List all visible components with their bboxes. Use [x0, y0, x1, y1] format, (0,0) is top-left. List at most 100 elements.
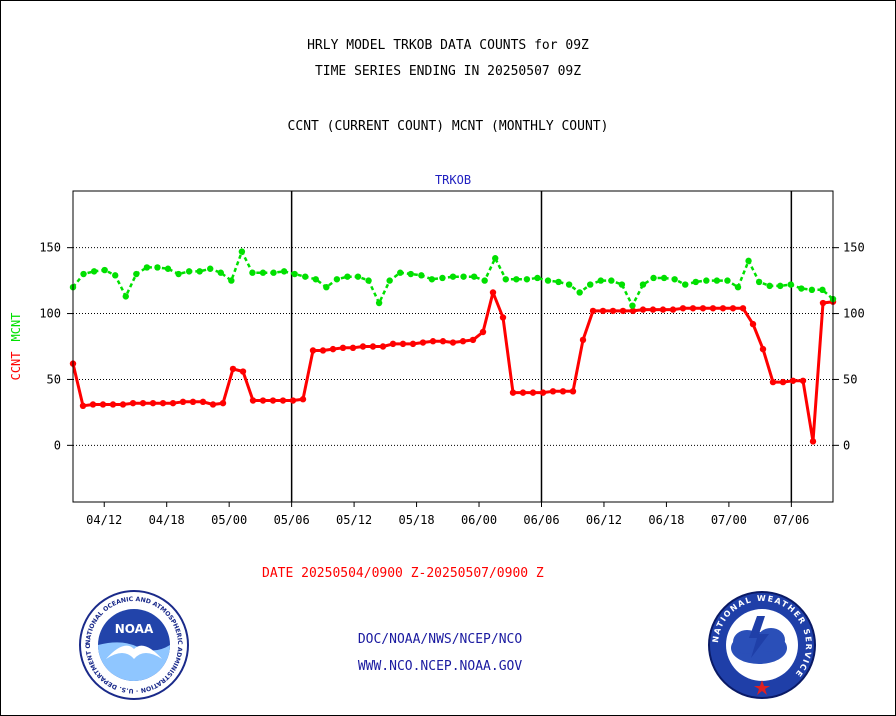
data-point-ccnt	[259, 397, 267, 404]
chart-title-line2: TIME SERIES ENDING IN 20250507 09Z	[314, 64, 582, 79]
data-point-mcnt	[703, 277, 710, 284]
data-point-mcnt	[544, 277, 552, 284]
data-point-mcnt	[502, 276, 509, 283]
data-point-mcnt	[660, 274, 668, 282]
data-point-mcnt	[428, 276, 436, 283]
data-point-mcnt	[682, 281, 689, 288]
data-point-ccnt	[559, 388, 567, 395]
data-point-mcnt	[639, 281, 647, 288]
data-point-ccnt	[379, 343, 387, 350]
data-point-ccnt	[349, 344, 357, 352]
data-point-mcnt	[755, 278, 763, 286]
data-point-ccnt	[609, 307, 617, 315]
data-point-ccnt	[669, 306, 677, 313]
data-point-ccnt	[409, 340, 417, 348]
chart-subtitle: CCNT (CURRENT COUNT) MCNT (MONTHLY COUNT…	[287, 119, 609, 134]
data-point-mcnt	[101, 266, 108, 274]
data-point-ccnt	[579, 336, 587, 344]
data-point-mcnt	[333, 276, 341, 283]
data-point-ccnt	[199, 398, 207, 406]
data-point-ccnt	[249, 397, 257, 404]
data-point-ccnt	[709, 305, 717, 312]
data-point-ccnt	[469, 336, 477, 344]
data-point-ccnt	[439, 338, 447, 345]
data-point-ccnt	[769, 378, 777, 386]
data-point-ccnt	[509, 389, 517, 396]
data-point-ccnt	[119, 401, 127, 408]
data-point-mcnt	[207, 265, 214, 272]
data-point-mcnt	[819, 286, 826, 294]
data-point-ccnt	[799, 377, 807, 384]
data-point-ccnt	[179, 398, 187, 406]
data-point-mcnt	[766, 282, 773, 290]
data-point-mcnt	[724, 277, 731, 284]
data-point-mcnt	[407, 270, 414, 278]
data-point-mcnt	[523, 276, 531, 283]
data-point-ccnt	[149, 399, 157, 407]
data-point-mcnt	[745, 257, 752, 265]
y-axis-label-mcnt: MCNT	[9, 313, 23, 342]
data-point-ccnt	[109, 401, 117, 408]
data-point-mcnt	[249, 269, 256, 276]
data-point-mcnt	[302, 273, 309, 280]
y-tick-label-left: 150	[39, 241, 61, 255]
y-axis-label: CCNT MCNT	[9, 313, 23, 381]
data-point-mcnt	[312, 276, 319, 283]
data-point-mcnt	[513, 276, 520, 283]
data-point-mcnt	[122, 293, 129, 300]
data-point-mcnt	[175, 270, 182, 278]
data-point-ccnt	[679, 305, 687, 312]
date-range-label: DATE 20250504/0900 Z-20250507/0900 Z	[262, 566, 544, 581]
data-point-ccnt	[389, 340, 397, 348]
data-point-ccnt	[359, 343, 367, 350]
data-point-mcnt	[185, 268, 193, 275]
data-point-mcnt	[597, 277, 604, 284]
chart-title-line1: HRLY MODEL TRKOB DATA COUNTS for 09Z	[307, 38, 589, 53]
data-point-mcnt	[555, 278, 562, 286]
data-point-ccnt	[139, 399, 147, 407]
noaa-logo: NATIONAL OCEANIC AND ATMOSPHERIC ADMINIS…	[78, 589, 189, 700]
data-point-ccnt	[99, 401, 107, 408]
data-point-ccnt	[779, 378, 787, 386]
data-point-ccnt	[689, 305, 697, 312]
data-point-ccnt	[289, 397, 297, 404]
data-point-ccnt	[189, 398, 197, 406]
y-axis-label-ccnt: CCNT	[9, 352, 23, 381]
x-tick-label: 05/18	[398, 513, 434, 527]
data-point-ccnt	[89, 401, 97, 408]
data-point-mcnt	[565, 281, 573, 288]
data-point-ccnt	[489, 289, 497, 296]
nws-logo: NATIONAL WEATHER SERVICE	[708, 591, 816, 699]
noaa-logo-text: NOAA	[115, 622, 154, 636]
data-point-ccnt	[159, 399, 167, 407]
data-point-mcnt	[787, 281, 794, 288]
data-point-ccnt	[699, 305, 707, 312]
data-point-mcnt	[143, 264, 151, 271]
data-point-mcnt	[734, 283, 742, 291]
y-tick-label-left: 0	[54, 438, 61, 452]
data-point-mcnt	[280, 268, 288, 275]
data-point-mcnt	[228, 277, 235, 284]
data-point-mcnt	[112, 272, 119, 279]
data-point-ccnt	[789, 377, 797, 384]
data-point-mcnt	[439, 274, 446, 282]
data-point-mcnt	[80, 270, 87, 278]
data-point-ccnt	[79, 402, 87, 410]
data-point-ccnt	[309, 347, 317, 354]
data-point-mcnt	[259, 269, 267, 276]
data-point-ccnt	[739, 305, 747, 312]
data-point-ccnt	[299, 396, 307, 403]
data-point-ccnt	[239, 368, 247, 375]
data-point-ccnt	[629, 307, 637, 315]
data-point-ccnt	[659, 306, 667, 313]
data-point-ccnt	[209, 401, 217, 408]
data-point-ccnt	[269, 397, 277, 404]
data-point-mcnt	[460, 273, 467, 280]
data-point-ccnt	[519, 389, 527, 396]
data-point-mcnt	[133, 270, 140, 278]
data-point-ccnt	[169, 399, 177, 407]
data-point-mcnt	[808, 286, 816, 294]
data-point-ccnt	[279, 397, 287, 404]
data-point-ccnt	[419, 339, 427, 346]
data-point-ccnt	[569, 388, 577, 395]
